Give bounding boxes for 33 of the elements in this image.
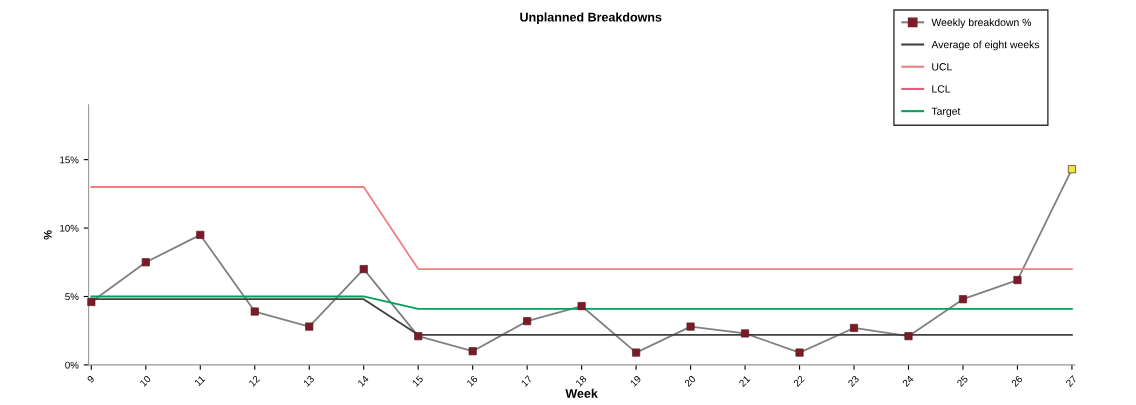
x-axis-title: Week [565,388,598,398]
chart-title: Unplanned Breakdowns [520,12,662,25]
x-tick-label: 27 [1065,375,1078,387]
x-tick-label: 9 [86,375,95,384]
x-tick-label: 26 [1010,375,1023,387]
x-tick-label: 15 [411,375,424,387]
x-tick-label: 19 [629,375,642,387]
legend-label: Average of eight weeks [931,40,1040,51]
legend-label: UCL [932,63,952,71]
x-tick-label: 10 [139,375,152,387]
y-tick-label: 0% [65,361,79,369]
legend-label: Weekly breakdown % [931,18,1032,29]
point [523,317,532,326]
x-tick-label: 13 [302,375,315,387]
x-tick-label: 16 [466,375,479,387]
legend-label: LCL [932,85,951,93]
y-tick-label: 10% [60,224,79,232]
x-tick-label: 23 [847,375,860,387]
x-tick-label: 24 [902,375,914,387]
point [850,323,859,332]
x-tick-label: 20 [684,375,696,387]
x-tick-label: 21 [738,375,751,387]
legend-label: Target [931,107,961,117]
y-tick-label: 15% [60,156,79,164]
x-tick-label: 25 [956,375,969,387]
x-tick-label: 12 [248,375,261,387]
x-tick-label: 18 [575,375,587,387]
x-tick-label: 14 [357,375,370,387]
x-tick-label: 11 [194,375,206,387]
x-tick-label: 22 [793,375,805,387]
y-axis-title: % [43,230,52,240]
y-tick-label: 5% [65,293,79,301]
x-tick-label: 17 [520,375,533,387]
